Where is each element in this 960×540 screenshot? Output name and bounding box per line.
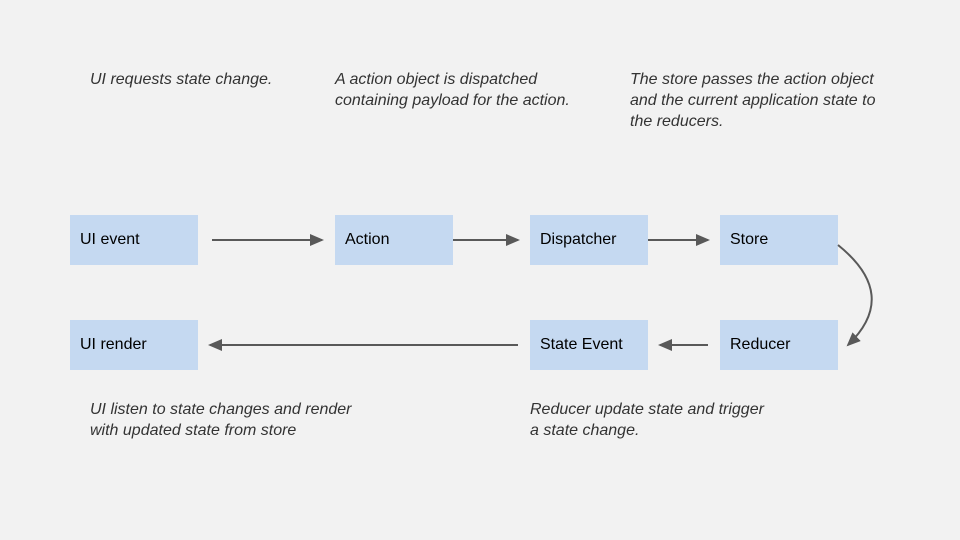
caption-action-dispatch: A action object is dispatched containing…: [335, 70, 585, 112]
node-dispatcher: Dispatcher: [530, 215, 648, 265]
node-store: Store: [720, 215, 838, 265]
edge-store-to-reducer: [838, 245, 872, 345]
caption-store-reducers: The store passes the action object and t…: [630, 70, 890, 132]
node-state-event: State Event: [530, 320, 648, 370]
node-ui-render: UI render: [70, 320, 198, 370]
caption-ui-request: UI requests state change.: [90, 70, 290, 91]
diagram-canvas: UI requests state change. A action objec…: [0, 0, 960, 540]
caption-reducer-update: Reducer update state and trigger a state…: [530, 400, 770, 442]
node-ui-event: UI event: [70, 215, 198, 265]
caption-ui-listen: UI listen to state changes and render wi…: [90, 400, 370, 442]
node-action: Action: [335, 215, 453, 265]
node-reducer: Reducer: [720, 320, 838, 370]
